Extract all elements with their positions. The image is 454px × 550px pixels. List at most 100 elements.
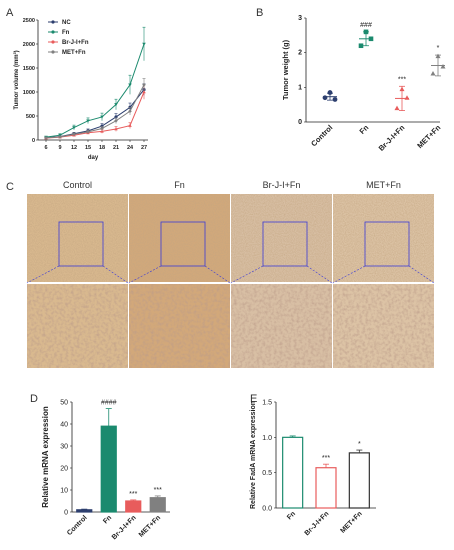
data-point [332, 97, 338, 102]
legend-marker [51, 40, 55, 44]
data-point [44, 136, 48, 140]
y-tick-label: 500 [26, 114, 35, 120]
bar [348, 452, 370, 509]
y-tick-label: 0 [64, 510, 68, 517]
bar [76, 509, 93, 513]
data-point [100, 129, 104, 133]
y-tick-label: 10 [60, 488, 68, 495]
legend-label: Fn [62, 30, 70, 36]
significance-label: * [437, 45, 440, 52]
y-tick-label: 0 [298, 119, 302, 126]
data-point [394, 105, 400, 111]
x-tick-label: Br-J-I+Fn [377, 123, 407, 153]
x-tick-label: 27 [141, 145, 147, 151]
data-point [435, 53, 441, 59]
panel-label-a: A [6, 7, 14, 19]
zoom-region-box [58, 221, 104, 267]
ihc-zoom-texture [333, 284, 434, 368]
y-axis-label: Tumor volume (mm³) [13, 50, 20, 109]
data-point [430, 70, 436, 76]
y-tick-label: 2000 [23, 42, 35, 48]
y-tick-label: 0 [32, 138, 35, 144]
bar [315, 467, 337, 509]
x-tick-label: MET+Fn [415, 123, 442, 150]
data-point [114, 119, 118, 123]
x-tick-label: Control [309, 123, 334, 148]
y-tick-label: 1.0 [262, 435, 272, 442]
y-tick-label: 0.0 [262, 506, 272, 513]
y-tick-label: 1500 [23, 66, 35, 72]
y-axis-label: Relative mRNA expression [41, 406, 50, 508]
data-point [399, 86, 405, 92]
panel-label-e: E [250, 393, 257, 405]
legend-label: MET+Fn [62, 50, 86, 56]
y-tick-label: 0.5 [262, 470, 272, 477]
zoom-region-box [364, 221, 410, 267]
data-point [114, 103, 118, 107]
y-tick-label: 50 [60, 400, 68, 407]
y-tick-label: 2 [298, 50, 302, 57]
significance-label: *** [398, 76, 406, 83]
y-tick-label: 1000 [23, 90, 35, 96]
x-tick-label: 9 [58, 145, 61, 151]
legend-marker [51, 50, 55, 54]
data-point [72, 126, 76, 130]
x-tick-label: 24 [127, 145, 134, 151]
bar [100, 425, 117, 513]
y-tick-label: 30 [60, 444, 68, 451]
data-point [100, 115, 104, 119]
bar [282, 436, 304, 509]
data-point [404, 95, 410, 100]
legend-marker [51, 20, 55, 24]
x-tick-label: Br-J-I+Fn [111, 514, 138, 541]
mrna-expression-chart: 0 10 20 30 40 50 Relative mRNA expression Contr… [41, 400, 170, 541]
fada-expression-chart: 0.0 0.5 1.0 1.5 Relative FadA mRNA expressio… [250, 400, 376, 537]
ihc-zoom-texture [27, 284, 128, 368]
data-point [142, 42, 146, 46]
series-line-1 [45, 43, 145, 138]
x-tick-label: Control [66, 514, 89, 537]
significance-label: * [358, 441, 361, 448]
zoom-connector [102, 265, 129, 284]
zoom-connector [204, 265, 231, 284]
tumor-weight-chart: 0 1 2 3 Tumor weight (g) Control Fn ### Br-J-I+F… [281, 15, 446, 153]
data-point [72, 132, 76, 137]
data-point [114, 127, 118, 131]
x-tick-label: 12 [71, 145, 77, 151]
significance-label: *** [154, 487, 162, 494]
data-point [142, 83, 146, 87]
x-tick-label: 18 [99, 145, 105, 151]
ihc-overview-texture [231, 194, 332, 282]
data-point [58, 135, 62, 139]
legend-marker [51, 30, 55, 34]
significance-label: #### [101, 400, 117, 407]
y-tick-label: 1.5 [262, 400, 272, 407]
zoom-connector [26, 265, 60, 284]
y-tick-label: 2500 [23, 18, 35, 24]
x-tick-label: Fn [286, 510, 297, 521]
panel-label-d: D [30, 393, 38, 405]
ihc-panel: Control Fn Br-J-I+Fn MET+Fn [26, 180, 435, 368]
bar [149, 497, 166, 513]
zoom-connector [128, 265, 162, 284]
data-point [368, 36, 374, 42]
ihc-column-label: MET+Fn [366, 180, 401, 190]
x-tick-label: 6 [44, 145, 47, 151]
x-tick-label: 21 [113, 145, 119, 151]
x-tick-label: MET+Fn [339, 510, 363, 534]
legend-label: Br-J-I+Fn [62, 40, 89, 46]
zoom-region-box [262, 221, 308, 267]
panel-label-b: B [256, 7, 263, 19]
ihc-overview-texture [333, 194, 434, 282]
data-point [86, 130, 90, 134]
zoom-connector [332, 265, 366, 284]
ihc-overview-texture [129, 194, 230, 282]
data-point [358, 43, 364, 49]
zoom-connector [408, 265, 435, 284]
y-tick-label: 40 [60, 422, 68, 429]
panel-label-c: C [6, 181, 14, 193]
y-tick-label: 3 [298, 15, 302, 22]
ihc-zoom-texture [129, 284, 230, 368]
y-axis-label: Tumor weight (g) [281, 39, 290, 100]
data-point [322, 95, 328, 101]
